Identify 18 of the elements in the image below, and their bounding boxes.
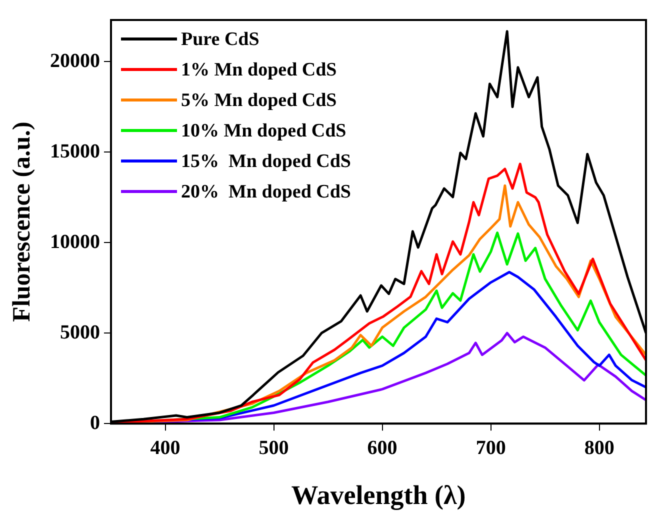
y-tick-label: 0	[90, 412, 100, 434]
y-axis-title: Fluorescence (a.u.)	[8, 122, 36, 322]
y-tick-label: 5000	[60, 321, 100, 344]
legend-label: 5% Mn doped CdS	[181, 90, 337, 111]
y-tick-label: 10000	[50, 230, 100, 253]
x-tick-label: 500	[258, 436, 289, 459]
y-tick-label: 20000	[50, 50, 100, 72]
y-tick-label: 15000	[50, 140, 100, 162]
legend-label: 20% Mn doped CdS	[181, 181, 351, 202]
x-tick-label: 400	[150, 436, 180, 459]
legend-label: Pure CdS	[181, 28, 260, 50]
legend-label: 1% Mn doped CdS	[181, 59, 337, 80]
x-tick-label: 700	[476, 436, 506, 459]
x-axis-title: Wavelength (λ)	[291, 480, 466, 510]
x-tick-label: 600	[367, 436, 398, 459]
legend-label: 10% Mn doped CdS	[181, 120, 346, 142]
legend-label: 15% Mn doped CdS	[181, 150, 351, 172]
x-tick-label: 800	[584, 436, 614, 459]
